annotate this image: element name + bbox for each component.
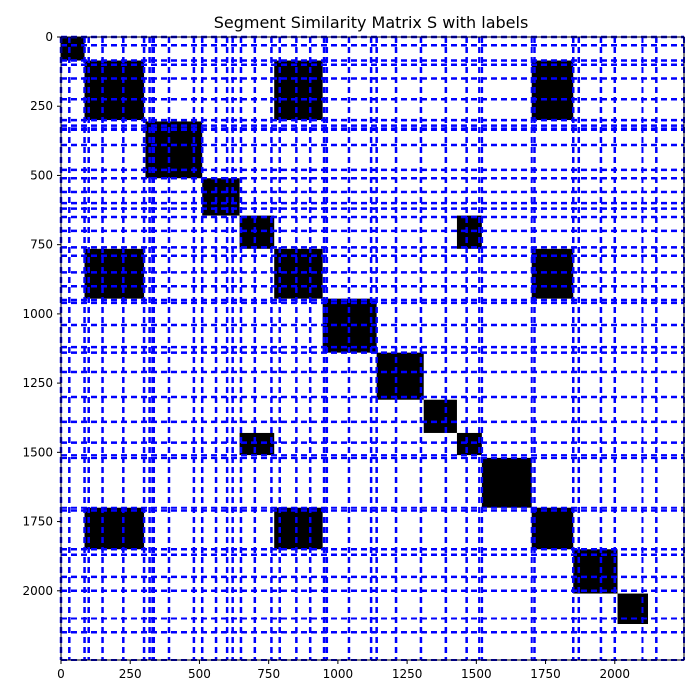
x-axis-ticks: 0 250 500 750 1000 1250 1500 1750 2000 [57, 660, 630, 681]
plot-area [59, 35, 685, 661]
x-tick-label: 250 [119, 667, 142, 681]
x-tick-label: 0 [57, 667, 65, 681]
matrix-block-16 [481, 457, 532, 508]
matrix-block-15 [456, 432, 482, 456]
plot-frame [60, 36, 685, 661]
y-tick-label: 0 [45, 30, 53, 44]
y-tick-label: 750 [30, 238, 53, 252]
x-tick-label: 1750 [530, 667, 561, 681]
vertical-boundary-lines [59, 37, 685, 660]
y-tick-label: 1250 [22, 376, 53, 390]
matrix-block-11 [322, 298, 377, 353]
x-tick-label: 1500 [461, 667, 492, 681]
matrix-block-19 [531, 507, 574, 550]
y-tick-label: 1750 [22, 515, 53, 529]
y-tick-label: 500 [30, 168, 53, 182]
y-tick-label: 250 [30, 99, 53, 113]
matrix-block-5 [202, 178, 240, 216]
matrix-block-7 [456, 215, 482, 249]
matrix-block-17 [84, 507, 145, 550]
y-tick-label: 1000 [22, 307, 53, 321]
matrix-block-10 [531, 248, 574, 299]
x-tick-label: 1000 [323, 667, 354, 681]
matrix-block-6 [239, 215, 275, 249]
matrix-block-13 [423, 399, 457, 433]
matrix-block-0 [61, 37, 85, 61]
matrix-block-9 [274, 248, 323, 299]
y-tick-label: 2000 [22, 584, 53, 598]
y-axis-ticks: 0 250 500 750 1000 1250 1500 1750 2000 [22, 30, 61, 598]
matrix-block-14 [239, 432, 275, 456]
x-tick-label: 2000 [600, 667, 631, 681]
x-tick-label: 1250 [392, 667, 423, 681]
x-tick-label: 500 [188, 667, 211, 681]
horizontal-boundary-lines [61, 35, 684, 661]
matrix-block-8 [84, 248, 145, 299]
matrix-block-12 [376, 352, 424, 400]
matrix-block-20 [573, 549, 618, 594]
y-tick-label: 1500 [22, 445, 53, 459]
matrix-block-1 [84, 60, 145, 121]
matrix-block-18 [274, 507, 323, 550]
chart-title: Segment Similarity Matrix S with labels [214, 13, 529, 32]
matrix-block-2 [274, 60, 323, 121]
matrix-block-3 [531, 60, 574, 121]
x-tick-label: 750 [257, 667, 280, 681]
